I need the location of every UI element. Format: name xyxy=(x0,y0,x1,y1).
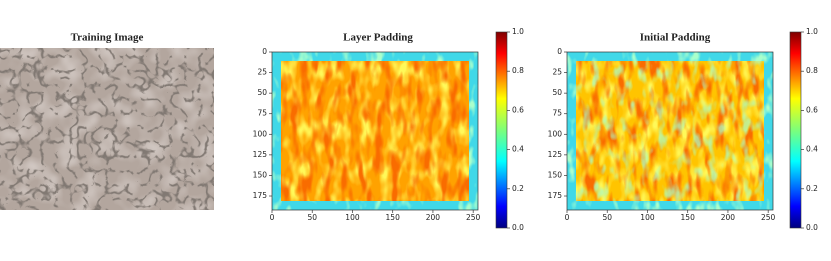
panel-title: Layer Padding xyxy=(343,32,413,44)
x-tick-label: 200 xyxy=(426,213,441,222)
panel-title: Initial Padding xyxy=(640,32,711,44)
y-tick-label: 100 xyxy=(548,129,563,138)
y-tick-label: 50 xyxy=(257,88,267,97)
x-tick-label: 100 xyxy=(640,213,655,222)
y-tick-label: 100 xyxy=(253,129,268,138)
x-tick-label: 250 xyxy=(761,213,776,222)
colorbar-tick-label: 1.0 xyxy=(806,27,818,36)
colorbar-tick-label: 0.4 xyxy=(512,145,524,154)
image-cracks xyxy=(0,48,214,210)
y-tick-label: 150 xyxy=(253,170,268,179)
colorbar-tick-label: 1.0 xyxy=(512,27,524,36)
y-tick-label: 125 xyxy=(548,150,563,159)
y-tick-label: 0 xyxy=(262,47,267,56)
x-tick-label: 200 xyxy=(721,213,736,222)
heatmap xyxy=(567,52,773,210)
x-tick-label: 50 xyxy=(602,213,612,222)
y-tick-label: 75 xyxy=(257,109,267,118)
y-tick-label: 150 xyxy=(548,170,563,179)
y-tick-label: 0 xyxy=(557,47,562,56)
x-tick-label: 100 xyxy=(345,213,360,222)
colorbar-tick-label: 0.8 xyxy=(806,66,818,75)
heatmap xyxy=(272,52,478,210)
colorbar-tick-label: 0.2 xyxy=(512,184,524,193)
colorbar-tick-label: 0.4 xyxy=(806,145,818,154)
y-tick-label: 175 xyxy=(253,191,268,200)
x-tick-label: 150 xyxy=(386,213,401,222)
x-tick-label: 0 xyxy=(270,213,275,222)
axes-frame xyxy=(271,51,479,211)
colorbar-tick-label: 0.0 xyxy=(806,223,818,232)
colorbar-tick-label: 0.2 xyxy=(806,184,818,193)
y-tick-label: 75 xyxy=(552,109,562,118)
y-tick-label: 125 xyxy=(253,150,268,159)
y-tick-label: 25 xyxy=(552,68,562,77)
y-tick-label: 175 xyxy=(548,191,563,200)
training-image xyxy=(0,48,214,210)
colorbar xyxy=(789,31,802,229)
y-tick-label: 25 xyxy=(257,68,267,77)
heatmap-noise xyxy=(576,61,764,201)
axes-frame xyxy=(566,51,774,211)
colorbar-tick-label: 0.8 xyxy=(512,66,524,75)
colorbar-tick-label: 0.6 xyxy=(512,105,524,114)
x-tick-label: 250 xyxy=(466,213,481,222)
y-tick-label: 50 xyxy=(552,88,562,97)
colorbar xyxy=(495,31,508,229)
x-tick-label: 0 xyxy=(565,213,570,222)
x-tick-label: 150 xyxy=(681,213,696,222)
colorbar-tick-label: 0.0 xyxy=(512,223,524,232)
x-tick-label: 50 xyxy=(307,213,317,222)
panel-title: Training Image xyxy=(71,32,144,44)
heatmap-noise xyxy=(281,61,469,201)
colorbar-tick-label: 0.6 xyxy=(806,105,818,114)
